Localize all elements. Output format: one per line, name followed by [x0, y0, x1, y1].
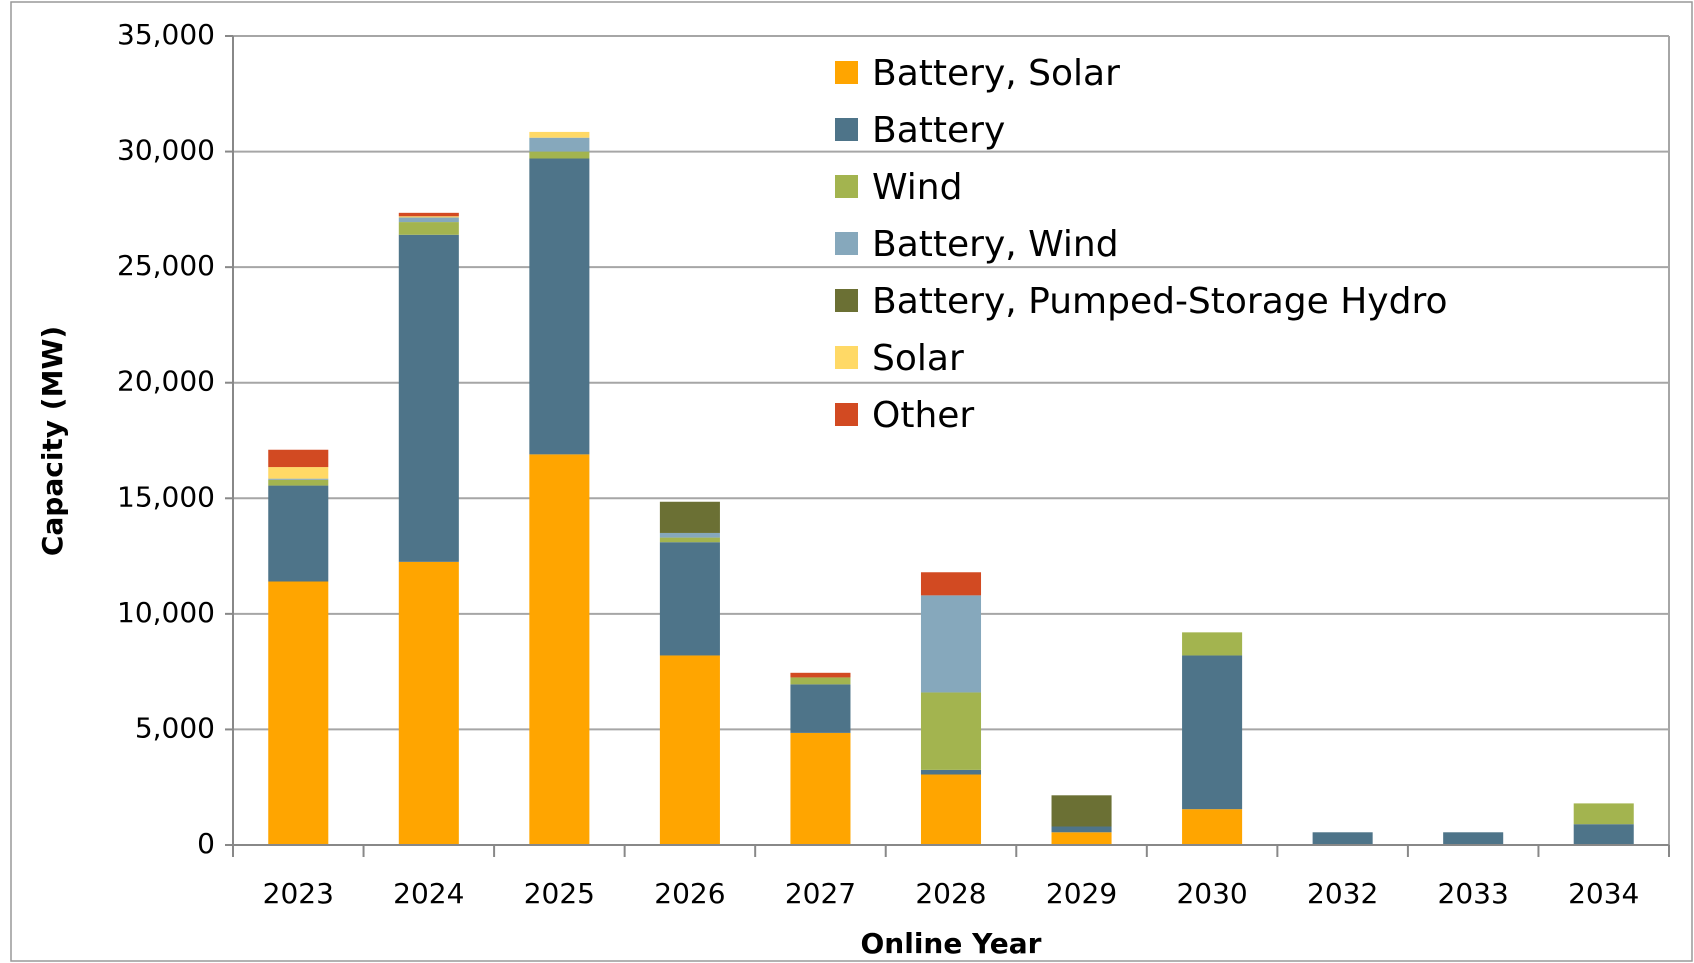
x-tick-label: 2024 — [393, 877, 464, 910]
x-tick-label: 2027 — [785, 877, 856, 910]
bar-segment — [268, 485, 329, 582]
legend-label: Solar — [872, 338, 964, 379]
legend-swatch — [835, 175, 858, 198]
bar-segment — [268, 467, 329, 479]
legend-label: Battery — [872, 110, 1005, 151]
bar-segment — [1182, 632, 1243, 656]
bar-segment — [659, 542, 720, 656]
bar-segment — [398, 222, 459, 235]
y-tick-label: 35,000 — [117, 18, 215, 51]
bar-segment — [790, 732, 851, 845]
y-tick-label: 15,000 — [117, 480, 215, 513]
x-tick-label: 2033 — [1438, 877, 1509, 910]
bar-segment — [920, 774, 982, 845]
x-axis-title: Online Year — [860, 927, 1041, 960]
legend-swatch — [835, 118, 858, 141]
x-tick-label: 2034 — [1568, 877, 1639, 910]
legend-swatch — [835, 346, 858, 369]
x-tick-label: 2029 — [1046, 877, 1117, 910]
bar-segment — [659, 655, 720, 845]
y-axis-title: Capacity (MW) — [36, 326, 69, 556]
bar-segment — [529, 158, 590, 455]
x-tick-label: 2030 — [1176, 877, 1247, 910]
bar-segment — [659, 532, 720, 538]
bar-segment — [1573, 803, 1634, 825]
bar-segment — [1182, 655, 1243, 810]
legend-label: Battery, Solar — [872, 53, 1120, 94]
x-tick-label: 2032 — [1307, 877, 1378, 910]
bar-segment — [1051, 832, 1112, 845]
bar-segment — [398, 216, 459, 218]
bar-segment — [398, 217, 459, 223]
x-tick-label: 2026 — [654, 877, 725, 910]
bar-segment — [920, 595, 982, 693]
x-tick-label: 2028 — [915, 877, 986, 910]
bar-segment — [790, 684, 851, 733]
legend-swatch — [835, 61, 858, 84]
y-tick-label: 5,000 — [135, 711, 215, 744]
bar-segment — [268, 478, 329, 480]
bar-segment — [790, 677, 851, 685]
bar-segment — [398, 234, 459, 562]
bar-segment — [398, 212, 459, 217]
bar-segment — [268, 581, 329, 845]
bar-segment — [529, 151, 590, 159]
legend-label: Battery, Wind — [872, 224, 1119, 265]
bar-segment — [659, 537, 720, 543]
bar-segment — [790, 672, 851, 678]
legend-swatch — [835, 232, 858, 255]
bar-segment — [1443, 832, 1504, 845]
bar-segment — [529, 131, 590, 138]
bar-segment — [529, 137, 590, 152]
legend-label: Battery, Pumped-Storage Hydro — [872, 281, 1448, 322]
y-tick-label: 25,000 — [117, 249, 215, 282]
legend-swatch — [835, 403, 858, 426]
legend-label: Wind — [872, 167, 962, 208]
y-tick-label: 10,000 — [117, 596, 215, 629]
bar-segment — [920, 572, 982, 596]
y-tick-label: 20,000 — [117, 365, 215, 398]
bar-segment — [659, 501, 720, 533]
x-tick-label: 2025 — [524, 877, 595, 910]
bar-segment — [1051, 795, 1112, 827]
y-tick-label: 0 — [197, 827, 215, 860]
bar-segment — [1573, 824, 1634, 845]
y-tick-label: 30,000 — [117, 134, 215, 167]
bar-segment — [398, 561, 459, 845]
bar-segment — [268, 449, 329, 468]
bar-segment — [1182, 809, 1243, 845]
bar-segment — [920, 692, 982, 770]
bar-segment — [920, 769, 982, 775]
x-tick-label: 2023 — [263, 877, 334, 910]
chart-frame — [10, 1, 1693, 962]
bar-segment — [268, 479, 329, 486]
legend-label: Other — [872, 395, 974, 436]
legend-swatch — [835, 289, 858, 312]
bar-segment — [529, 454, 590, 845]
bar-segment — [1312, 832, 1373, 845]
bar-segment — [1051, 826, 1112, 833]
